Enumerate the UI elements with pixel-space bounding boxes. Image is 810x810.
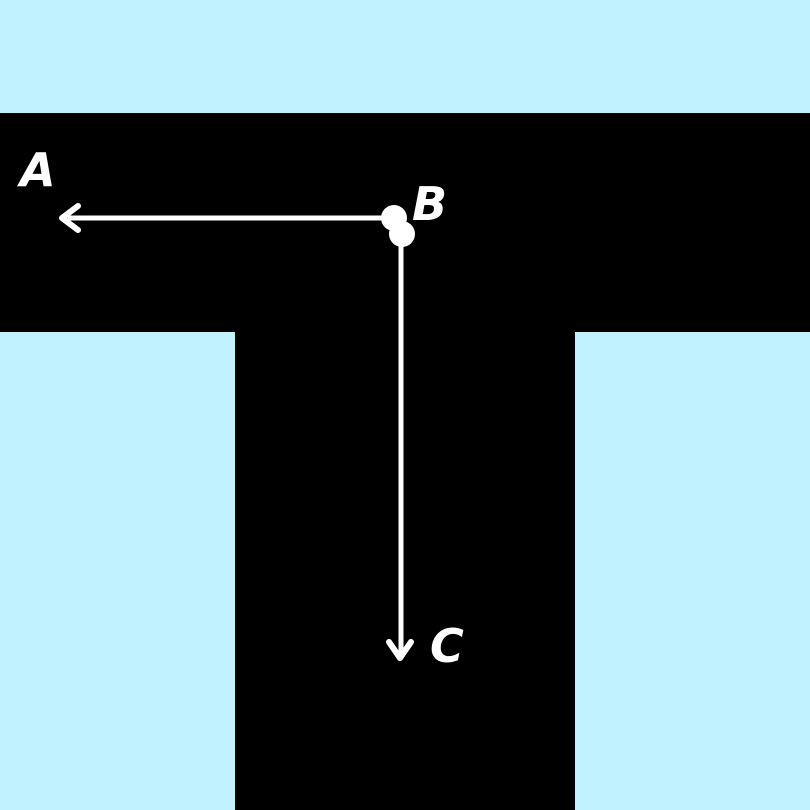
arrow-b-to-a-head (59, 203, 81, 233)
point-b-dot-2 (389, 221, 415, 247)
label-a: A (17, 143, 55, 197)
arrow-b-to-a (59, 203, 395, 233)
arrow-b-to-c-head (386, 639, 414, 661)
road-vertical (235, 320, 575, 810)
arrow-b-to-c (386, 229, 414, 661)
label-b: B (412, 177, 446, 231)
label-c: C (430, 619, 464, 673)
